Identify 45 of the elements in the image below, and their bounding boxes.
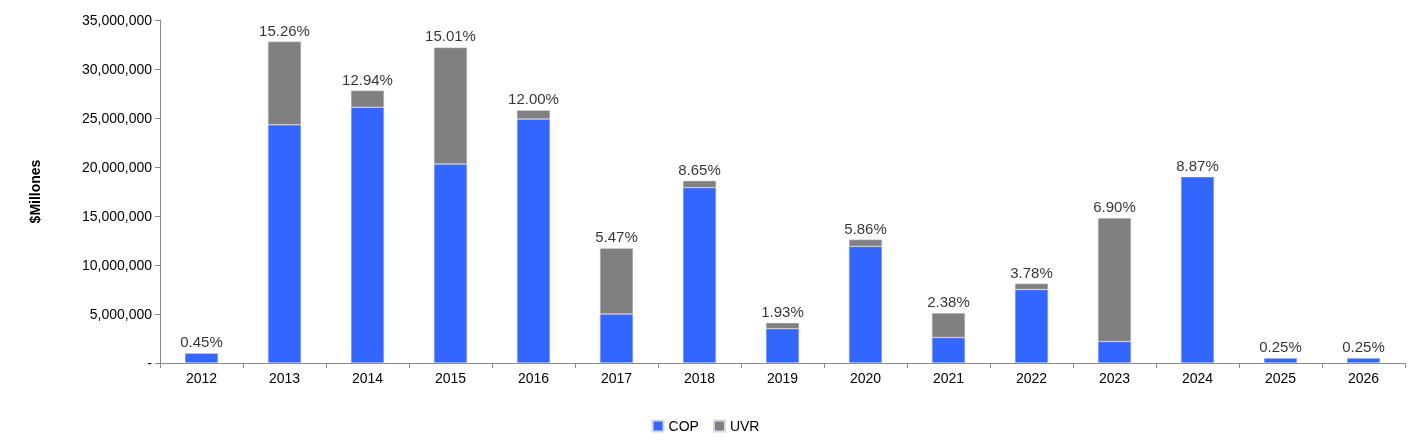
bar (184, 353, 219, 363)
bar (1263, 358, 1298, 363)
x-tick-label: 2016 (517, 370, 550, 386)
annotation: 12.94% (342, 70, 393, 88)
y-tick-label: 30,000,000 (81, 61, 153, 77)
x-tick-label: 2014 (351, 370, 384, 386)
x-tick-label: 2012 (185, 370, 218, 386)
annotation: 2.38% (927, 293, 970, 311)
x-tick-label: 2024 (1181, 370, 1214, 386)
x-tick-label: 2021 (932, 370, 965, 386)
y-tick-label: 5,000,000 (89, 306, 153, 322)
annotation: 6.90% (1093, 197, 1136, 215)
x-tick-label: 2017 (600, 370, 633, 386)
annotation: 3.78% (1010, 263, 1053, 281)
annotation: 0.25% (1342, 338, 1385, 356)
bar (1180, 176, 1215, 363)
y-axis-title: $Millones (27, 159, 43, 224)
annotation: 0.25% (1259, 338, 1302, 356)
y-tick-label: 20,000,000 (81, 159, 153, 175)
annotation: 0.45% (180, 333, 223, 351)
x-tick-label: 2025 (1264, 370, 1297, 386)
annotation: 5.86% (844, 219, 887, 237)
x-tick-label: 2018 (683, 370, 716, 386)
bar (1346, 358, 1381, 363)
y-tick-label: - (147, 355, 153, 371)
legend-label: COP (668, 418, 699, 434)
annotation: 15.01% (425, 27, 476, 45)
x-tick-label: 2015 (434, 370, 467, 386)
y-tick-label: 10,000,000 (81, 257, 153, 273)
x-tick-label: 2019 (766, 370, 799, 386)
y-tick-label: 35,000,000 (81, 12, 153, 28)
annotation: 1.93% (761, 302, 804, 320)
x-tick-label: 2020 (849, 370, 882, 386)
y-tick-label: 15,000,000 (81, 208, 153, 224)
x-tick-label: 2022 (1015, 370, 1048, 386)
legend-label: UVR (729, 418, 760, 434)
annotation: 15.26% (259, 21, 310, 39)
annotation: 12.00% (508, 90, 559, 108)
annotation: 8.65% (678, 160, 721, 178)
x-tick-label: 2013 (268, 370, 301, 386)
x-tick-label: 2023 (1098, 370, 1131, 386)
y-tick-label: 25,000,000 (81, 110, 153, 126)
annotation: 8.87% (1176, 156, 1219, 174)
x-tick-label: 2026 (1347, 370, 1380, 386)
annotation: 5.47% (595, 228, 638, 246)
